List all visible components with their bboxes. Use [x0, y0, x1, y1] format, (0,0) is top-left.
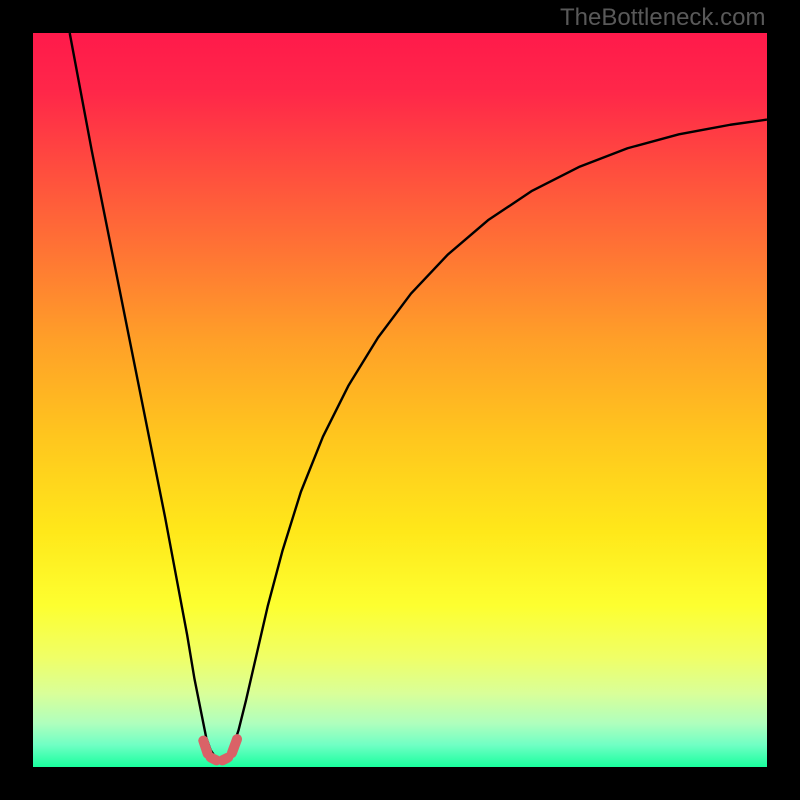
plot-area: [33, 33, 767, 767]
bottleneck-curve: [70, 33, 767, 758]
bottom-marker-group: [203, 739, 237, 760]
bottom-marker-segment: [222, 757, 228, 760]
watermark-text: TheBottleneck.com: [560, 4, 765, 32]
chart-svg: [33, 33, 767, 767]
bottom-marker-segment: [211, 757, 217, 760]
bottom-marker-segment: [232, 739, 237, 753]
bottom-marker-segment: [203, 741, 207, 754]
